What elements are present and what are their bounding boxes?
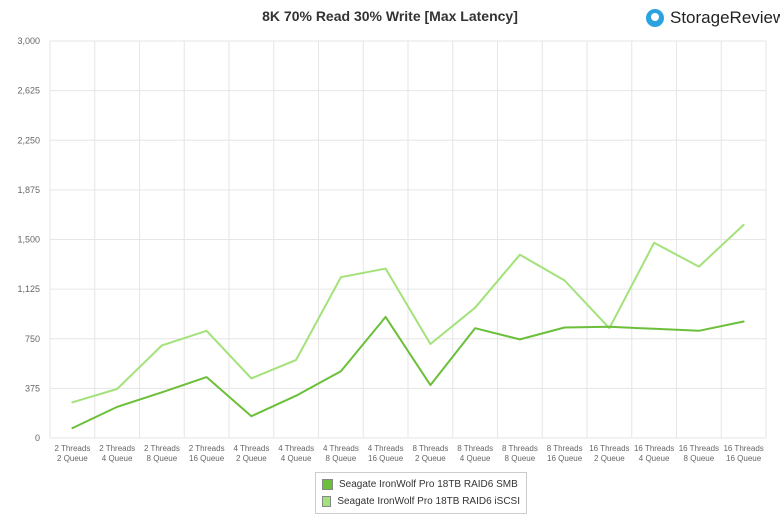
x-tick-label: 4 Threads 16 Queue [368,444,404,463]
x-tick-label: 8 Threads 2 Queue [412,444,448,463]
y-axis-tick-labels: 0 375 750 1,125 1,500 1,875 2,250 2,625 3,000 [17,36,40,443]
x-tick-label: 4 Threads 2 Queue [233,444,269,463]
data-point-iscsi[interactable] [473,306,477,310]
data-point-smb[interactable] [697,329,701,333]
data-point-smb[interactable] [473,326,477,330]
data-point-iscsi[interactable] [160,343,164,347]
legend-item-smb[interactable]: Seagate IronWolf Pro 18TB RAID6 SMB [322,476,520,493]
y-tick-label: 1,500 [17,235,40,245]
data-point-iscsi[interactable] [384,267,388,271]
chart-legend: Seagate IronWolf Pro 18TB RAID6 SMB Seag… [315,472,527,514]
data-point-iscsi[interactable] [563,279,567,283]
data-point-iscsi[interactable] [339,275,343,279]
y-tick-label: 0 [35,433,40,443]
legend-swatch-iscsi [322,496,332,507]
y-tick-label: 3,000 [17,36,40,46]
legend-label-iscsi: Seagate IronWolf Pro 18TB RAID6 iSCSI [337,496,520,507]
data-point-iscsi[interactable] [294,358,298,362]
x-tick-label: 4 Threads 4 Queue [278,444,314,463]
y-tick-label: 375 [25,383,40,393]
data-point-smb[interactable] [205,375,209,379]
chart-title: 8K 70% Read 30% Write [Max Latency] [262,8,518,24]
legend-swatch-smb [322,479,333,490]
x-tick-label: 8 Threads 16 Queue [547,444,583,463]
data-point-iscsi[interactable] [428,342,432,346]
x-tick-label: 2 Threads 8 Queue [144,444,180,463]
x-tick-label: 16 Threads 8 Queue [679,444,719,463]
legend-item-iscsi[interactable]: Seagate IronWolf Pro 18TB RAID6 iSCSI [322,493,520,510]
data-point-smb[interactable] [563,326,567,330]
data-point-iscsi[interactable] [205,329,209,333]
y-tick-label: 1,125 [17,284,40,294]
data-point-smb[interactable] [652,327,656,331]
data-point-iscsi[interactable] [652,241,656,245]
data-point-smb[interactable] [160,390,164,394]
data-point-smb[interactable] [294,394,298,398]
storagereview-logo-icon [646,9,664,27]
legend-label-smb: Seagate IronWolf Pro 18TB RAID6 SMB [339,479,518,490]
y-tick-label: 1,875 [17,185,40,195]
x-tick-label: 8 Threads 8 Queue [502,444,538,463]
x-tick-label: 16 Threads 4 Queue [634,444,674,463]
x-tick-label: 2 Threads 2 Queue [54,444,90,463]
data-point-iscsi[interactable] [70,400,74,404]
y-tick-label: 2,625 [17,86,40,96]
x-tick-label: 4 Threads 8 Queue [323,444,359,463]
x-tick-label: 2 Threads 16 Queue [189,444,225,463]
brand-name: StorageReview [670,8,780,27]
data-point-smb[interactable] [115,405,119,409]
x-tick-label: 16 Threads 2 Queue [589,444,629,463]
series-line-iscsi[interactable] [71,223,745,404]
data-point-smb[interactable] [249,414,253,418]
series-lines [70,223,746,430]
data-point-smb[interactable] [70,426,74,430]
x-tick-label: 8 Threads 4 Queue [457,444,493,463]
data-point-smb[interactable] [339,369,343,373]
x-axis-tick-labels: 2 Threads 2 Queue 2 Threads 4 Queue 2 Thread… [54,444,763,463]
data-point-iscsi[interactable] [742,223,746,227]
data-point-smb[interactable] [607,325,611,329]
data-point-smb[interactable] [428,383,432,387]
data-point-smb[interactable] [384,315,388,319]
grid-lines [49,40,767,439]
x-tick-label: 2 Threads 4 Queue [99,444,135,463]
y-tick-label: 2,250 [17,135,40,145]
x-tick-label: 16 Threads 16 Queue [723,444,763,463]
series-line-smb[interactable] [71,315,745,430]
y-tick-label: 750 [25,334,40,344]
line-chart: 0 375 750 1,125 1,500 1,875 2,250 2,625 3,000 2 … [17,36,767,463]
data-point-iscsi[interactable] [518,253,522,257]
brand-logo: StorageReview [646,8,780,28]
data-point-iscsi[interactable] [249,376,253,380]
data-point-iscsi[interactable] [697,265,701,269]
data-point-iscsi[interactable] [115,387,119,391]
data-point-smb[interactable] [742,320,746,324]
data-point-smb[interactable] [518,337,522,341]
